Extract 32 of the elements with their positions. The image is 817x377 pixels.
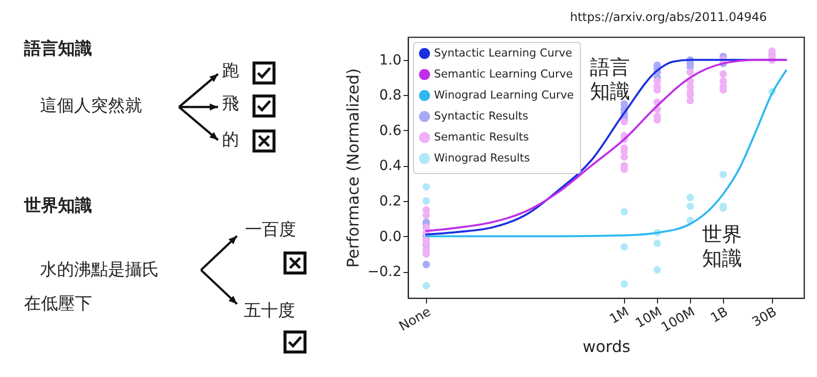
text: 這個人突然就 <box>40 96 142 116</box>
y-axis-title: Performace (Normalized) <box>344 68 363 268</box>
legend-label: Winograd Results <box>434 152 530 164</box>
text: 水的沸點是攝氏 <box>40 260 159 280</box>
text: 跑 <box>222 61 239 81</box>
y-tick-label: 0.8 <box>379 88 402 104</box>
legend-label: Semantic Learning Curve <box>434 68 574 80</box>
y-tick-label: −0.2 <box>368 264 402 280</box>
y-tick-label: 1.0 <box>379 52 402 68</box>
annotation: 語言知識 <box>590 55 630 103</box>
legend-label: Semantic Results <box>434 130 530 144</box>
x-tick-label: 1B <box>708 304 731 326</box>
text: 的 <box>222 130 239 150</box>
text: 飛 <box>222 94 239 114</box>
y-tick-label: 0.2 <box>379 194 402 210</box>
annotation: 世界知識 <box>702 222 742 270</box>
y-tick-label: 0.6 <box>379 122 402 139</box>
y-tick-label: 0.4 <box>379 158 402 174</box>
text: 五十度 <box>244 301 295 321</box>
x-axis-title: words <box>582 336 630 356</box>
y-tick-label: 0.0 <box>379 228 402 245</box>
text: https://arxiv.org/abs/2011.04946 <box>570 10 767 24</box>
text: 語言知識 <box>24 39 92 59</box>
legend-label: Syntactic Learning Curve <box>434 46 572 60</box>
text: 一百度 <box>245 220 296 240</box>
legend-label: Winograd Learning Curve <box>434 88 574 102</box>
x-tick-label: None <box>396 304 434 335</box>
x-tick-label: 1M <box>607 304 632 328</box>
x-tick-label: 30B <box>750 304 780 330</box>
text: 在低壓下 <box>24 294 92 314</box>
legend-label: Syntactic Results <box>434 110 528 122</box>
text: 世界知識 <box>24 196 92 216</box>
